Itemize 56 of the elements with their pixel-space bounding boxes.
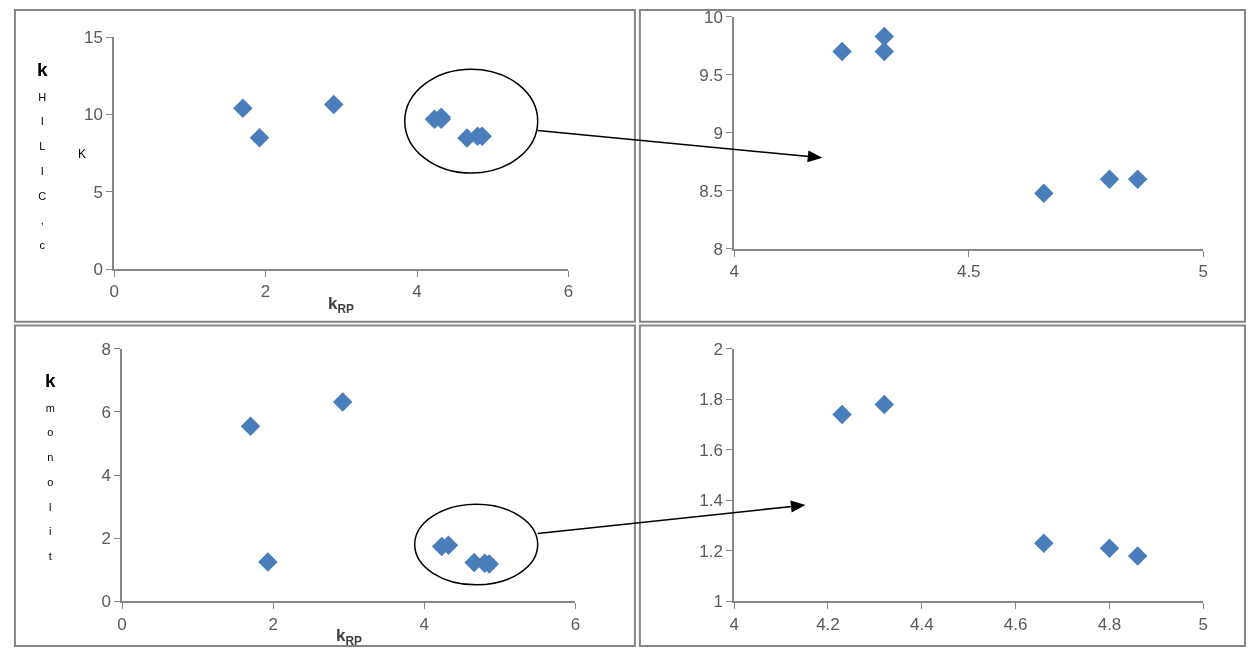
y-tick-label: 6 (101, 402, 111, 422)
y-tick-label: 1 (713, 592, 723, 612)
point (1127, 546, 1148, 566)
y-tick-label: 8 (101, 339, 111, 359)
x-axis-title: k$_{RP}$ (328, 294, 355, 316)
y-tick-label: 10 (84, 105, 103, 125)
y-tick-label: 1.8 (699, 390, 723, 410)
x-tick-label: 4 (729, 614, 739, 634)
point (233, 98, 253, 119)
y-tick-label: 9.5 (699, 65, 723, 85)
y-tick-label: 1.2 (699, 541, 723, 561)
y-tick-label: 10 (704, 7, 723, 27)
x-tick-label: 5 (1198, 262, 1209, 282)
x-tick-label: 5 (1198, 614, 1209, 634)
point (832, 41, 852, 62)
x-tick-label: 4.8 (1097, 614, 1122, 634)
x-tick-label: 4 (729, 262, 739, 282)
x-tick-label: 0 (117, 614, 127, 634)
y-tick-label: 2 (713, 339, 723, 359)
y-tick-label: 9 (713, 123, 723, 143)
text: K (78, 147, 87, 161)
x-tick-label: 4.4 (909, 614, 934, 634)
y-tick-label: 8 (713, 239, 723, 259)
point (874, 394, 895, 415)
y-tick-label: 1.6 (699, 440, 723, 460)
x-tick-label: 6 (563, 282, 574, 302)
y-tick-label: 15 (84, 28, 103, 48)
x-axis-title: k$_{RP}$ (336, 626, 363, 648)
x-tick-label: 2 (260, 282, 271, 302)
x-tick-label: 4 (419, 614, 430, 634)
point (874, 41, 895, 62)
y-tick-label: 8.5 (699, 181, 723, 201)
point (332, 392, 353, 412)
x-tick-label: 4.5 (956, 262, 981, 282)
y-tick-label: 4 (101, 466, 111, 486)
point (1034, 183, 1054, 203)
point (1127, 169, 1148, 189)
y-axis-title: kHILIC,c (37, 59, 48, 251)
y-tick-label: 0 (101, 592, 111, 612)
point (323, 94, 344, 115)
x-tick-label: 6 (570, 614, 581, 634)
x-tick-label: 4.6 (1003, 614, 1028, 634)
point (1099, 538, 1120, 559)
point (874, 26, 895, 47)
point (1099, 169, 1120, 189)
point (258, 552, 278, 572)
point (249, 127, 270, 148)
point (240, 416, 261, 436)
x-tick-label: 4 (412, 282, 422, 302)
y-tick-label: 2 (101, 529, 111, 549)
point (832, 404, 852, 425)
x-tick-label: 2 (268, 614, 278, 634)
y-axis-title: kmonolit (45, 370, 56, 562)
y-tick-label: 5 (93, 182, 103, 202)
point (1034, 533, 1054, 554)
x-tick-label: 4.2 (816, 614, 840, 634)
